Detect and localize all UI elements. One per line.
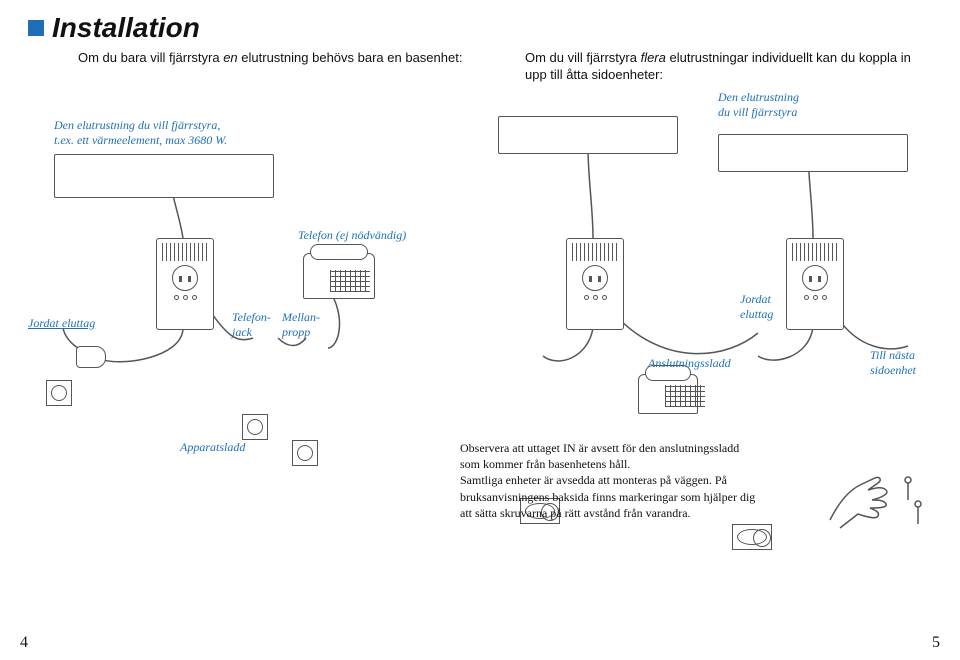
page-number-right: 5 xyxy=(932,634,940,652)
telefon-ej-label: Telefon (ej nödvändig) xyxy=(298,228,406,243)
anslutningssladd-label: Anslutningssladd xyxy=(648,356,731,371)
note-text: Observera att uttaget IN är avsett för d… xyxy=(460,440,760,521)
right-intro: Om du vill fjärrstyra flera elutrustning… xyxy=(525,50,932,84)
left-intro: Om du bara vill fjärrstyra en elutrustni… xyxy=(78,50,485,67)
left-intro-before: Om du bara vill fjärrstyra xyxy=(78,50,223,65)
telefonjack-outlet xyxy=(242,414,268,440)
left-base-unit xyxy=(156,238,214,330)
left-heater xyxy=(54,154,274,198)
right-outlet-2 xyxy=(732,524,772,550)
page-number-left: 4 xyxy=(20,634,28,652)
left-intro-after: elutrustning behövs bara en basenhet: xyxy=(238,50,463,65)
apparatsladd-label: Apparatsladd xyxy=(180,440,245,455)
left-phone xyxy=(303,253,375,299)
telefonjack-label: Telefon- jack xyxy=(232,310,271,340)
left-intro-em: en xyxy=(223,50,237,65)
page-title: Installation xyxy=(52,12,200,44)
title-bullet xyxy=(28,20,44,36)
mellanpropp-label: Mellan- propp xyxy=(282,310,320,340)
diagram-area: Den elutrustning du vill fjärrstyra, t.e… xyxy=(28,88,932,388)
right-unit-2 xyxy=(786,238,844,330)
right-intro-em: flera xyxy=(641,50,666,65)
left-jordat-label: Jordat eluttag xyxy=(28,316,95,331)
right-column: Om du vill fjärrstyra flera elutrustning… xyxy=(525,50,932,84)
right-heater-2 xyxy=(718,134,908,172)
right-intro-before: Om du vill fjärrstyra xyxy=(525,50,641,65)
right-heater-1 xyxy=(498,116,678,154)
left-equipment-caption: Den elutrustning du vill fjärrstyra, t.e… xyxy=(54,118,254,148)
mellanpropp-outlet xyxy=(292,440,318,466)
hand-illustration xyxy=(820,450,930,540)
right-unit-1 xyxy=(566,238,624,330)
left-column: Om du bara vill fjärrstyra en elutrustni… xyxy=(78,50,485,84)
left-outlet xyxy=(46,380,72,406)
right-phone xyxy=(638,374,698,414)
right-jordat-label: Jordat eluttag xyxy=(740,292,773,322)
left-plug xyxy=(76,346,106,368)
right-equipment-caption: Den elutrustning du vill fjärrstyra xyxy=(718,90,858,120)
till-nasta-label: Till nästa sidoenhet xyxy=(870,348,916,378)
